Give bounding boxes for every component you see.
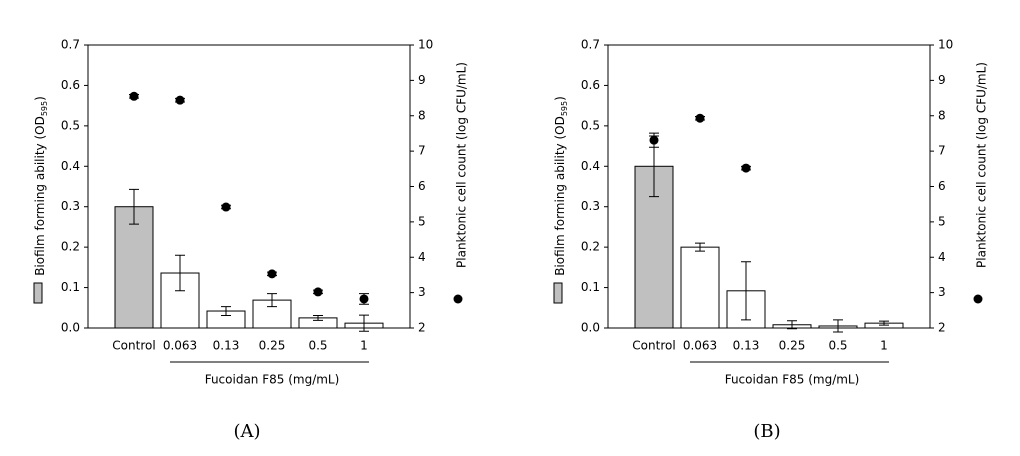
y-axis-label-sub: 595 <box>560 101 569 116</box>
y2-tick-label: 7 <box>938 144 946 158</box>
y2-tick-label: 9 <box>418 73 426 87</box>
y2-tick-label: 8 <box>938 108 946 122</box>
y-tick-label: 0.1 <box>581 280 600 294</box>
x-tick-label: Control <box>632 339 675 353</box>
point <box>741 163 751 173</box>
y2-tick-label: 6 <box>418 179 426 193</box>
panel-label: (A) <box>233 421 260 442</box>
error-bar <box>879 320 889 326</box>
y-tick-label: 0.0 <box>61 321 80 335</box>
point <box>267 269 277 279</box>
point <box>175 95 185 105</box>
y-tick-label: 0.5 <box>581 118 600 132</box>
y-axis-label-main: Biofilm forming ability (OD <box>553 116 567 276</box>
y2-tick-label: 5 <box>938 214 946 228</box>
x-tick-label: 0.25 <box>259 339 286 353</box>
y2-tick-label: 9 <box>938 73 946 87</box>
y2-tick-label: 10 <box>938 38 953 52</box>
x-tick-label: 1 <box>360 339 368 353</box>
y-tick-label: 0.7 <box>61 38 80 52</box>
error-bar <box>267 293 277 308</box>
x-tick-label: 0.063 <box>163 339 197 353</box>
error-bar <box>787 320 797 330</box>
x-axis-label: Fucoidan F85 (mg/mL) <box>725 373 860 387</box>
point <box>221 202 231 212</box>
legend-bar-icon <box>553 282 563 304</box>
legend-dot-icon <box>973 294 983 304</box>
y-tick-label: 0.4 <box>581 159 600 173</box>
point <box>129 91 139 101</box>
x-tick-label: 0.13 <box>733 339 760 353</box>
y-tick-label: 0.1 <box>61 280 80 294</box>
y-tick-label: 0.6 <box>61 78 80 92</box>
y2-tick-label: 3 <box>938 285 946 299</box>
y-axis-label-sub: 595 <box>40 101 49 116</box>
y-axis-label-main: Biofilm forming ability (OD <box>33 116 47 276</box>
y2-tick-label: 8 <box>418 108 426 122</box>
y-tick-label: 0.7 <box>581 38 600 52</box>
y-axis-label: Biofilm forming ability (OD595) <box>553 96 569 276</box>
x-tick-label: 0.5 <box>828 339 847 353</box>
error-bar <box>313 314 323 321</box>
y2-tick-label: 4 <box>938 250 946 264</box>
error-bar <box>833 319 843 333</box>
y2-tick-label: 3 <box>418 285 426 299</box>
y-tick-label: 0.4 <box>61 159 80 173</box>
x-axis-label: Fucoidan F85 (mg/mL) <box>205 373 340 387</box>
y2-tick-label: 2 <box>418 321 426 335</box>
y2-axis-label: Planktonic cell count (log CFU/mL) <box>975 62 989 268</box>
x-tick-label: Control <box>112 339 155 353</box>
y-tick-label: 0.5 <box>61 118 80 132</box>
y-tick-label: 0.6 <box>581 78 600 92</box>
point <box>649 135 659 145</box>
y2-tick-label: 10 <box>418 38 433 52</box>
x-tick-label: 1 <box>880 339 888 353</box>
point <box>359 294 369 304</box>
error-bar <box>741 261 751 321</box>
point <box>695 113 705 123</box>
error-bar <box>129 188 139 225</box>
x-tick-label: 0.5 <box>308 339 327 353</box>
x-tick-label: 0.063 <box>683 339 717 353</box>
x-tick-label: 0.25 <box>779 339 806 353</box>
y2-axis-label: Planktonic cell count (log CFU/mL) <box>455 62 469 268</box>
y2-tick-label: 6 <box>938 179 946 193</box>
y-tick-label: 0.3 <box>61 199 80 213</box>
error-bar <box>695 242 705 252</box>
error-bar <box>221 306 231 316</box>
y-axis-label-end: ) <box>33 96 47 101</box>
bar <box>680 246 720 329</box>
error-bar <box>359 314 369 332</box>
y-tick-label: 0.2 <box>581 240 600 254</box>
y-axis-label-end: ) <box>553 96 567 101</box>
y2-tick-label: 7 <box>418 144 426 158</box>
legend-bar-icon <box>33 282 43 304</box>
x-tick-label: 0.13 <box>213 339 240 353</box>
point <box>313 287 323 297</box>
y2-tick-label: 5 <box>418 214 426 228</box>
y-axis-label: Biofilm forming ability (OD595) <box>33 96 49 276</box>
y2-tick-label: 2 <box>938 321 946 335</box>
y-tick-label: 0.3 <box>581 199 600 213</box>
legend-dot-icon <box>453 294 463 304</box>
y2-tick-label: 4 <box>418 250 426 264</box>
bar <box>114 206 154 329</box>
error-bar <box>175 254 185 292</box>
y-tick-label: 0.2 <box>61 240 80 254</box>
y-tick-label: 0.0 <box>581 321 600 335</box>
panel-label: (B) <box>753 421 780 442</box>
